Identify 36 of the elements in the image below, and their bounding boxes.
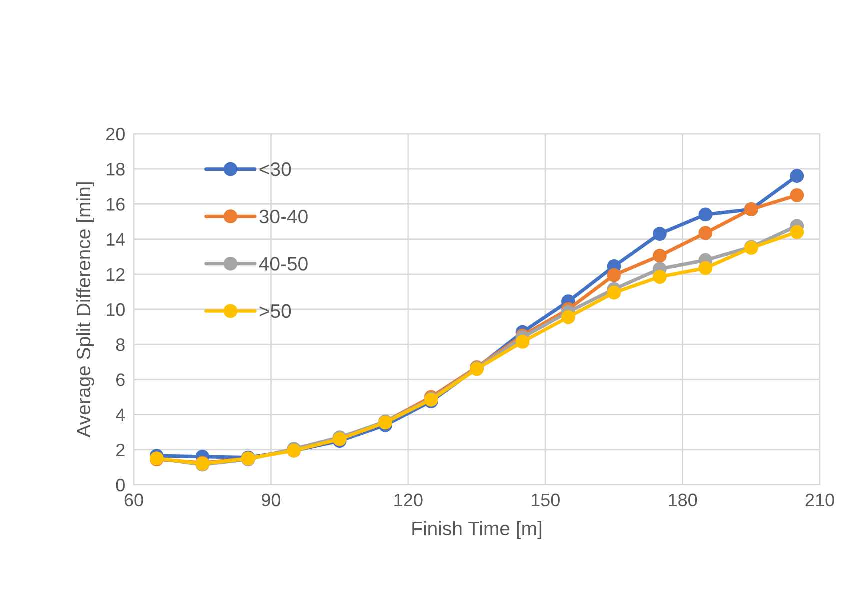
y-tick-label: 2 [116, 444, 125, 456]
point [790, 169, 804, 184]
legend-label: <30 [260, 162, 292, 176]
point [516, 335, 530, 349]
point [607, 286, 622, 300]
x-tick-label: 120 [394, 494, 423, 507]
point [698, 226, 713, 240]
y-tick-label: 18 [106, 163, 125, 176]
x-tick-label: 150 [532, 494, 560, 507]
point [698, 208, 713, 222]
legend-label: 30-40 [260, 210, 308, 224]
point [607, 268, 622, 282]
y-tick-label: 20 [106, 128, 125, 141]
y-tick-label: 4 [116, 408, 126, 422]
y-tick-label: 16 [106, 198, 125, 211]
point [652, 270, 667, 284]
point [698, 261, 713, 276]
x-tick-label: 210 [806, 494, 834, 507]
y-tick-label: 14 [106, 233, 126, 246]
point [790, 225, 804, 240]
x-tick-label: 90 [262, 494, 281, 507]
legend-label: 40-50 [259, 257, 308, 271]
x-axis-title: Finish Time [m] [412, 521, 542, 540]
y-tick-label: 12 [106, 268, 125, 281]
point [652, 227, 667, 241]
y-axis-title: Average Split Difference [min] [76, 182, 94, 438]
legend-label: >50 [260, 304, 292, 318]
y-tick-label: 6 [116, 374, 125, 386]
point [790, 188, 804, 202]
y-tick-label: 10 [106, 303, 125, 316]
y-tick-label: 0 [116, 478, 125, 492]
point [652, 249, 667, 263]
x-tick-label: 60 [124, 494, 144, 507]
x-tick-label: 180 [669, 494, 698, 507]
y-tick-label: 8 [116, 338, 125, 352]
point [562, 310, 576, 324]
